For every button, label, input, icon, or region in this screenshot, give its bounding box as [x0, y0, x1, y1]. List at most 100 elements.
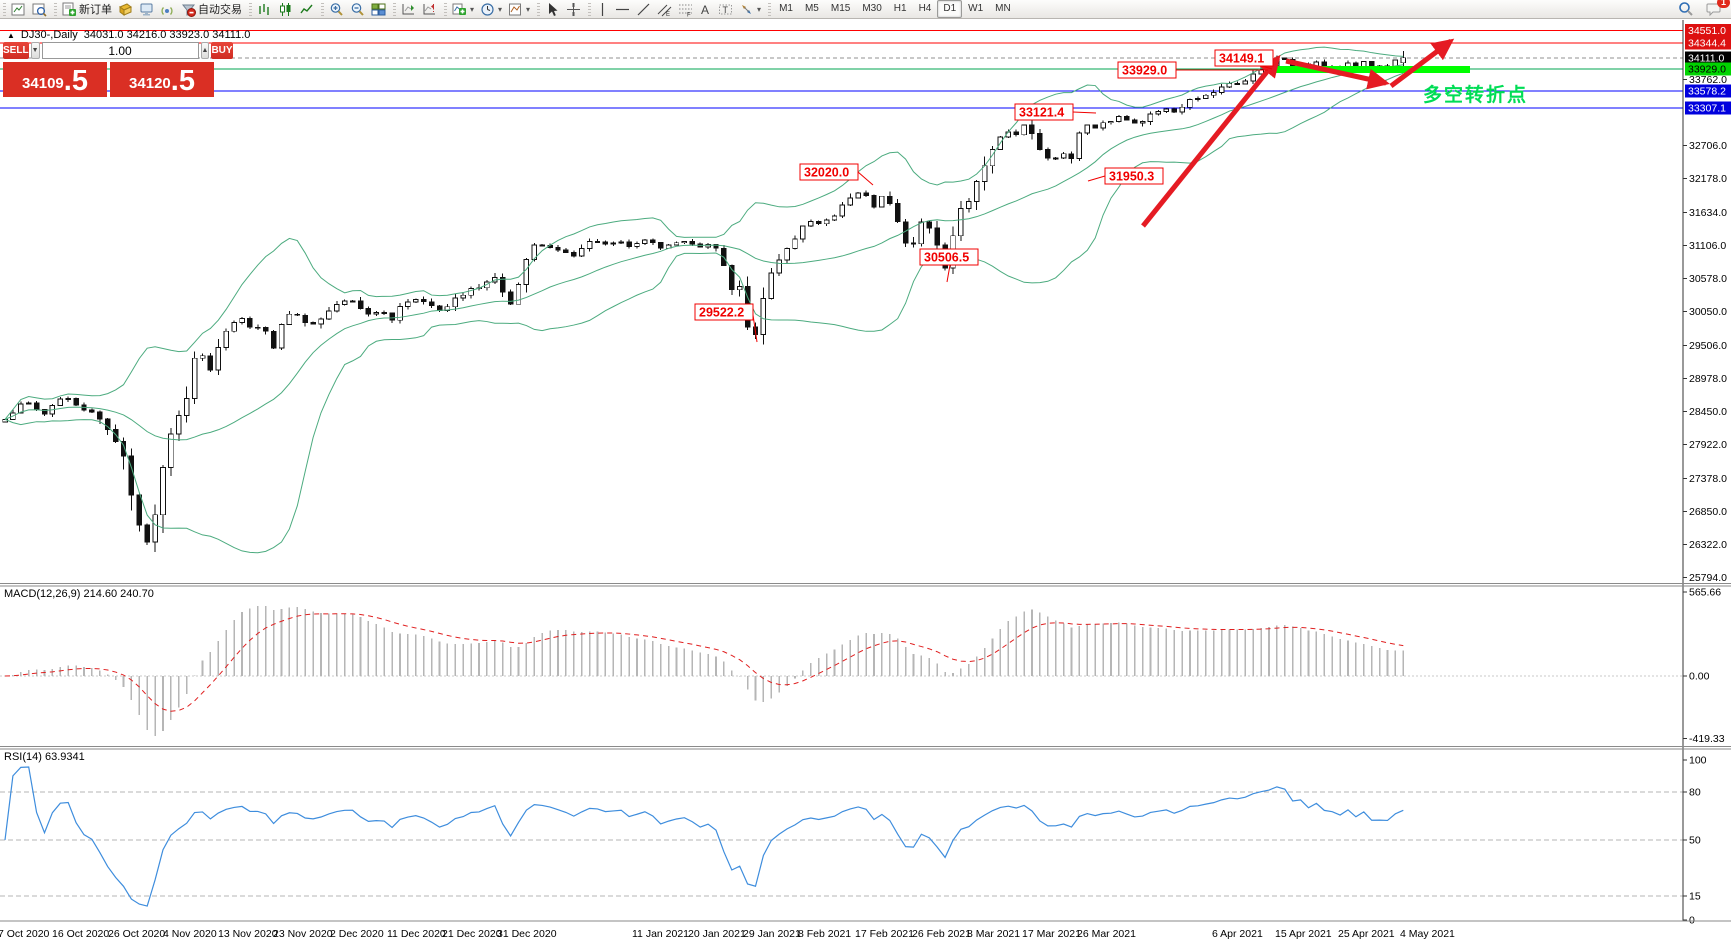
- fibonacci-icon[interactable]: F: [675, 0, 696, 19]
- templates-icon[interactable]: ▾: [505, 0, 533, 19]
- svg-text:26 Oct 2020: 26 Oct 2020: [108, 928, 165, 940]
- bollinger-upper: [4, 46, 1404, 420]
- svg-text:26 Mar 2021: 26 Mar 2021: [1077, 928, 1136, 940]
- bar-chart-icon[interactable]: [254, 0, 275, 19]
- zoom-out-icon[interactable]: [347, 0, 368, 19]
- crosshair-icon[interactable]: [563, 0, 584, 19]
- trendline-icon[interactable]: [633, 0, 654, 19]
- indicator-panels-layer: [0, 605, 1683, 907]
- sell-button[interactable]: SELL: [3, 42, 29, 59]
- svg-text:T: T: [723, 5, 729, 15]
- svg-text:30050.0: 30050.0: [1689, 306, 1727, 318]
- svg-text:4 Nov 2020: 4 Nov 2020: [163, 928, 217, 940]
- candles-layer: [2, 51, 1407, 553]
- periods-icon[interactable]: ▾: [477, 0, 505, 19]
- timeframe-h4[interactable]: H4: [918, 3, 932, 14]
- macd-label: MACD(12,26,9) 214.60 240.70: [4, 588, 154, 600]
- terminal-icon[interactable]: [136, 0, 157, 19]
- svg-text:0.00: 0.00: [1689, 671, 1710, 683]
- svg-text:32020.0: 32020.0: [804, 166, 849, 180]
- arrows-icon[interactable]: ▾: [736, 0, 764, 19]
- buy-button[interactable]: BUY: [211, 42, 233, 59]
- buy-price-button[interactable]: 34120.5: [110, 62, 214, 97]
- svg-text:30578.0: 30578.0: [1689, 273, 1727, 285]
- price-callout: 30506.5: [919, 248, 979, 283]
- price-callout: 33121.4: [1014, 103, 1097, 121]
- timeframe-h1[interactable]: H1: [893, 3, 907, 14]
- annotations-layer: 34149.1 33929.0 33121.4 31950.3 32020.0 30506…: [694, 38, 1526, 343]
- sell-price-button[interactable]: 34109.5: [3, 62, 107, 97]
- timeframe-mn[interactable]: MN: [995, 3, 1011, 14]
- label-icon[interactable]: T: [715, 0, 736, 19]
- svg-text:E: E: [666, 12, 670, 17]
- svg-text:13 Nov 2020: 13 Nov 2020: [218, 928, 278, 940]
- svg-text:F: F: [687, 12, 691, 17]
- signals-icon[interactable]: [157, 0, 178, 19]
- toolbar-group-trade: 新订单 自动交易: [53, 0, 248, 19]
- price-badge: 33929.0: [1685, 62, 1731, 76]
- svg-text:26322.0: 26322.0: [1689, 539, 1727, 551]
- zoom-in-icon[interactable]: [326, 0, 347, 19]
- svg-text:31950.3: 31950.3: [1109, 170, 1154, 184]
- timeframe-w1[interactable]: W1: [968, 3, 984, 14]
- autotrade-button[interactable]: 自动交易: [178, 0, 245, 19]
- timeframe-m15[interactable]: M15: [830, 3, 851, 14]
- svg-text:29506.0: 29506.0: [1689, 340, 1727, 352]
- candlestick-icon[interactable]: [275, 0, 296, 19]
- price-callout: 33929.0: [1117, 61, 1268, 79]
- sell-price-pips: .5: [63, 65, 88, 97]
- svg-text:11 Jan 2021: 11 Jan 2021: [632, 928, 689, 940]
- trend-arrow: [1389, 38, 1455, 88]
- tile-windows-icon[interactable]: [368, 0, 389, 19]
- search-icon[interactable]: [1675, 0, 1697, 19]
- one-click-trading-panel: SELL ▼ ▲ BUY 34109.5 34120.5: [3, 42, 233, 97]
- chart-profiles-icon[interactable]: [29, 0, 50, 19]
- line-chart-icon[interactable]: [296, 0, 317, 19]
- indicators-icon[interactable]: ▾: [449, 0, 477, 19]
- svg-text:27378.0: 27378.0: [1689, 473, 1727, 485]
- new-chart-icon[interactable]: [8, 0, 29, 19]
- history-center-icon[interactable]: [115, 0, 136, 19]
- horizontal-line-icon[interactable]: [612, 0, 633, 19]
- svg-text:16 Oct 2020: 16 Oct 2020: [52, 928, 109, 940]
- ohlc-values: 34031.0 34216.0 33923.0 34111.0: [83, 29, 251, 41]
- auto-scroll-icon[interactable]: [398, 0, 419, 19]
- buy-price-main: 34120: [129, 75, 171, 92]
- svg-text:33307.1: 33307.1: [1688, 103, 1726, 115]
- timeframe-m30[interactable]: M30: [862, 3, 882, 14]
- svg-text:21 Dec 2020: 21 Dec 2020: [442, 928, 502, 940]
- volume-decrease-button[interactable]: ▼: [30, 42, 40, 59]
- svg-text:100: 100: [1689, 755, 1707, 767]
- timeframe-m1[interactable]: M1: [779, 3, 793, 14]
- svg-text:32706.0: 32706.0: [1689, 140, 1727, 152]
- cursor-icon[interactable]: [542, 0, 563, 19]
- chevron-down-icon: ▾: [757, 4, 762, 14]
- toolbar-group-cursor: [536, 0, 587, 19]
- vertical-line-icon[interactable]: [593, 0, 612, 19]
- svg-text:26850.0: 26850.0: [1689, 506, 1727, 518]
- volume-increase-button[interactable]: ▲: [200, 42, 210, 59]
- timeframe-m5[interactable]: M5: [804, 3, 819, 14]
- chart-shift-icon[interactable]: [419, 0, 440, 19]
- one-click-toggle-icon[interactable]: ▲: [7, 30, 15, 40]
- svg-text:30506.5: 30506.5: [924, 251, 969, 265]
- svg-text:4 May 2021: 4 May 2021: [1400, 928, 1455, 940]
- volume-input[interactable]: [41, 42, 199, 59]
- new-order-button[interactable]: 新订单: [59, 0, 115, 19]
- rsi-line: [4, 766, 1404, 907]
- timeframe-d1[interactable]: D1: [937, 0, 963, 18]
- channel-icon[interactable]: E: [654, 0, 675, 19]
- svg-text:A: A: [701, 3, 709, 17]
- text-icon[interactable]: A: [696, 0, 715, 19]
- macd-signal-line: [4, 613, 1404, 712]
- trend-arrow: [1285, 58, 1390, 90]
- chevron-down-icon: ▾: [498, 4, 503, 14]
- chart-canvas[interactable]: 565.660.00-419.33100805015033762.032706.…: [0, 19, 1731, 944]
- new-order-icon: [62, 2, 76, 16]
- sell-price-main: 34109: [22, 75, 64, 92]
- svg-text:33762.0: 33762.0: [1689, 74, 1727, 86]
- svg-text:23 Nov 2020: 23 Nov 2020: [273, 928, 333, 940]
- svg-text:29 Jan 2021: 29 Jan 2021: [743, 928, 801, 940]
- notifications-icon[interactable]: 1: [1703, 0, 1730, 19]
